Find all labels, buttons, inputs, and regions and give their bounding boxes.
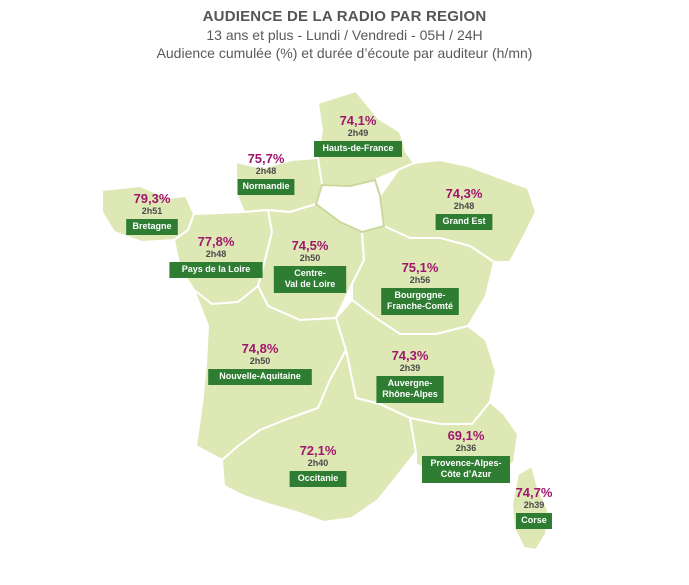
region-label-bretagne: 79,3%2h51 Bretagne bbox=[126, 191, 178, 235]
region-name-box-paca bbox=[422, 456, 510, 483]
region-label-bfc: 75,1%2h56 Bourgogne-Franche-Comté bbox=[381, 260, 459, 315]
audience-value-occ: 72,1% bbox=[300, 443, 337, 458]
region-name-box-bretagne bbox=[126, 219, 178, 235]
region-name-box-normandie bbox=[237, 179, 295, 195]
region-name-box-bfc bbox=[381, 288, 459, 315]
audience-value-bretagne: 79,3% bbox=[134, 191, 171, 206]
duration-value-cvl: 2h50 bbox=[300, 253, 321, 263]
region-label-occ: 72,1%2h40 Occitanie bbox=[289, 443, 347, 487]
duration-value-occ: 2h40 bbox=[308, 458, 329, 468]
region-label-paca: 69,1%2h36 Provence-Alpes-Côte d’Azur bbox=[422, 428, 510, 483]
region-name-bretagne: Bretagne bbox=[132, 221, 171, 231]
audience-value-bfc: 75,1% bbox=[402, 260, 439, 275]
region-label-corse: 74,7%2h39 Corse bbox=[516, 485, 553, 529]
audience-value-grandest: 74,3% bbox=[446, 186, 483, 201]
region-name-ara: Auvergne-Rhône-Alpes bbox=[382, 378, 438, 399]
region-label-grandest: 74,3%2h48 Grand Est bbox=[435, 186, 493, 230]
duration-value-hauts: 2h49 bbox=[348, 128, 369, 138]
region-name-paca: Provence-Alpes-Côte d’Azur bbox=[430, 458, 501, 479]
region-label-naq: 74,8%2h50 Nouvelle-Aquitaine bbox=[208, 341, 312, 385]
duration-value-ara: 2h39 bbox=[400, 363, 421, 373]
audience-value-ara: 74,3% bbox=[392, 348, 429, 363]
page-title: AUDIENCE DE LA RADIO PAR REGION bbox=[202, 8, 487, 25]
audience-value-naq: 74,8% bbox=[242, 341, 279, 356]
duration-value-bfc: 2h56 bbox=[410, 275, 431, 285]
audience-value-hauts: 74,1% bbox=[340, 113, 377, 128]
region-name-bfc: Bourgogne-Franche-Comté bbox=[387, 290, 453, 311]
duration-value-naq: 2h50 bbox=[250, 356, 271, 366]
subtitle-metrics: Audience cumulée (%) et durée d’écoute p… bbox=[156, 45, 533, 61]
region-name-box-grandest bbox=[435, 214, 493, 230]
region-labels: 74,1%2h49Hauts-de-France75,7%2h48Normand… bbox=[126, 113, 553, 529]
duration-value-corse: 2h39 bbox=[524, 500, 545, 510]
region-name-pdl: Pays de la Loire bbox=[182, 264, 251, 274]
region-name-grandest: Grand Est bbox=[442, 216, 485, 226]
subtitle-population: 13 ans et plus - Lundi / Vendredi - 05H … bbox=[206, 27, 483, 43]
region-name-normandie: Normandie bbox=[242, 181, 289, 191]
chart-header: AUDIENCE DE LA RADIO PAR REGION 13 ans e… bbox=[0, 8, 689, 61]
region-label-pdl: 77,8%2h48 Pays de la Loire bbox=[169, 234, 263, 278]
duration-value-paca: 2h36 bbox=[456, 443, 477, 453]
audience-value-cvl: 74,5% bbox=[292, 238, 329, 253]
duration-value-bretagne: 2h51 bbox=[142, 206, 163, 216]
duration-value-normandie: 2h48 bbox=[256, 166, 277, 176]
region-name-occ: Occitanie bbox=[298, 473, 339, 483]
audience-value-pdl: 77,8% bbox=[198, 234, 235, 249]
region-name-naq: Nouvelle-Aquitaine bbox=[219, 371, 301, 381]
region-name-corse: Corse bbox=[521, 515, 547, 525]
region-shape-idf bbox=[314, 178, 386, 234]
region-name-box-occ bbox=[289, 471, 347, 487]
region-label-normandie: 75,7%2h48 Normandie bbox=[237, 151, 295, 195]
region-name-box-corse bbox=[516, 513, 552, 529]
region-label-cvl: 74,5%2h50 Centre-Val de Loire bbox=[273, 238, 347, 293]
region-name-box-pdl bbox=[169, 262, 263, 278]
region-name-box-cvl bbox=[273, 266, 347, 293]
region-label-ara: 74,3%2h39 Auvergne-Rhône-Alpes bbox=[376, 348, 444, 403]
region-label-hauts: 74,1%2h49 Hauts-de-France bbox=[314, 113, 402, 157]
region-name-cvl: Centre-Val de Loire bbox=[285, 268, 336, 289]
audience-value-normandie: 75,7% bbox=[248, 151, 285, 166]
duration-value-pdl: 2h48 bbox=[206, 249, 227, 259]
duration-value-grandest: 2h48 bbox=[454, 201, 475, 211]
region-name-box-ara bbox=[376, 376, 444, 403]
audience-value-paca: 69,1% bbox=[448, 428, 485, 443]
region-name-box-hauts bbox=[314, 141, 402, 157]
audience-value-corse: 74,7% bbox=[516, 485, 553, 500]
region-name-hauts: Hauts-de-France bbox=[322, 143, 393, 153]
region-name-box-naq bbox=[208, 369, 312, 385]
